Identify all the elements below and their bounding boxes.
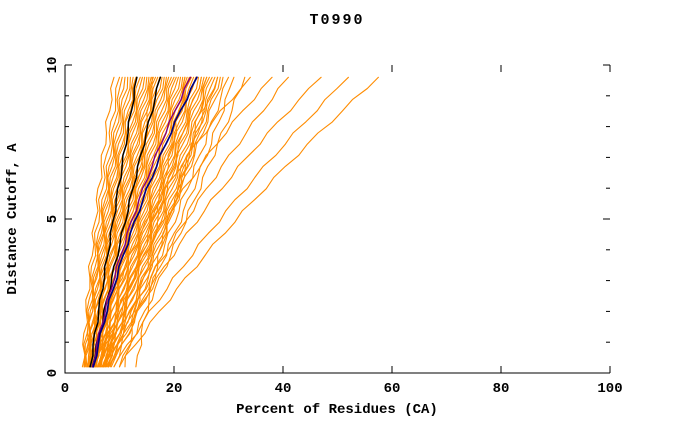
server-model-line bbox=[88, 76, 150, 368]
x-tick-label: 60 bbox=[384, 381, 401, 397]
server-model-line bbox=[90, 76, 159, 368]
server-model-line bbox=[87, 76, 134, 368]
chart-title: T0990 bbox=[309, 12, 364, 29]
server-model-line bbox=[108, 76, 208, 368]
server-model-line bbox=[103, 76, 216, 368]
reference-black-line bbox=[89, 76, 138, 368]
server-model-line bbox=[94, 76, 251, 368]
x-tick-label: 20 bbox=[166, 381, 183, 397]
y-tick-label: 10 bbox=[45, 57, 61, 74]
y-tick-label: 0 bbox=[45, 369, 61, 377]
server-model-line bbox=[94, 76, 177, 368]
server-model-line bbox=[97, 76, 273, 368]
axes: 0 20 40 60 80 100 0 5 10 bbox=[45, 57, 623, 397]
y-tick-label: 5 bbox=[45, 215, 61, 223]
server-model-line bbox=[81, 76, 115, 368]
highlight-purple-line bbox=[91, 76, 192, 368]
server-model-line bbox=[97, 76, 186, 368]
server-model-line bbox=[118, 76, 246, 368]
server-model-line bbox=[89, 76, 154, 368]
server-model-line bbox=[97, 76, 186, 368]
highlight-navy-line bbox=[92, 76, 198, 368]
highlight-purple-line-group bbox=[91, 76, 192, 368]
series-layer bbox=[81, 76, 379, 368]
server-model-line bbox=[108, 76, 322, 368]
server-model-lines-group bbox=[81, 76, 379, 368]
x-axis-label: Percent of Residues (CA) bbox=[236, 402, 438, 418]
highlight-navy-line-group bbox=[92, 76, 198, 368]
x-tick-label: 0 bbox=[61, 381, 69, 397]
x-tick-label: 100 bbox=[597, 381, 622, 397]
x-tick-label: 80 bbox=[493, 381, 510, 397]
server-model-line bbox=[110, 76, 235, 368]
y-axis-label: Distance Cutoff, A bbox=[5, 143, 21, 295]
server-model-line bbox=[113, 76, 349, 368]
server-model-line bbox=[118, 76, 379, 368]
server-model-line bbox=[102, 76, 289, 368]
x-tick-label: 40 bbox=[275, 381, 292, 397]
server-model-line bbox=[83, 76, 131, 368]
